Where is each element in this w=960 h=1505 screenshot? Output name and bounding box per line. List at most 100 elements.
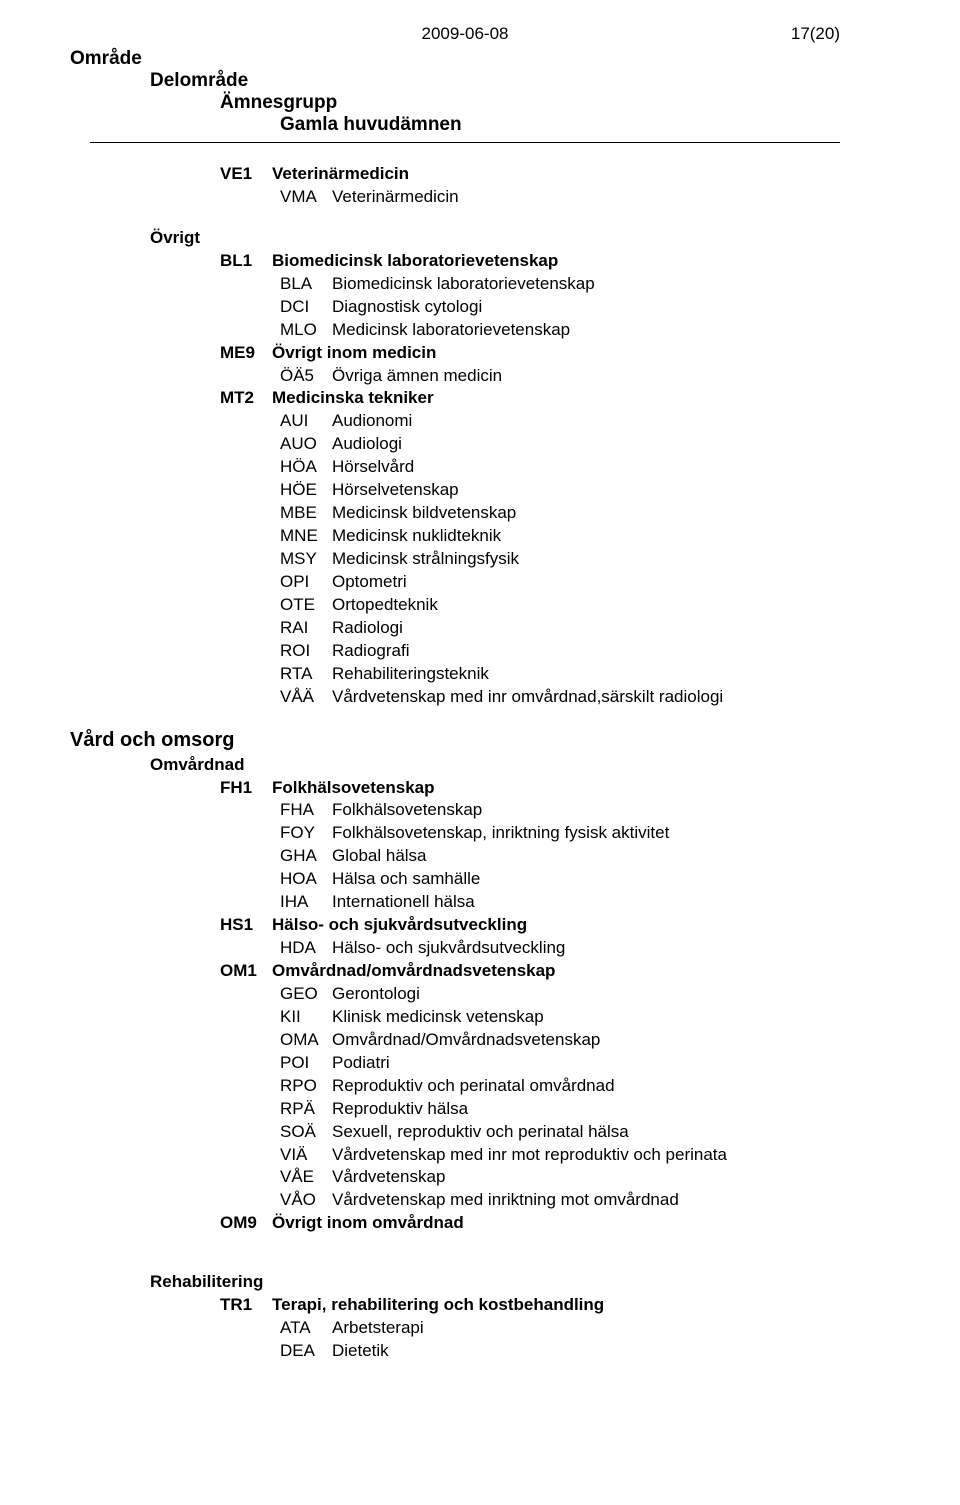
list-item: MSYMedicinsk strålningsfysik [280, 548, 840, 571]
code: OM1 [220, 960, 272, 983]
subject-group-row: TR1 Terapi, rehabilitering och kostbehan… [220, 1294, 840, 1317]
code: OMA [280, 1029, 332, 1052]
delomrade-rehabilitering: Rehabilitering [150, 1271, 840, 1294]
delomrade-omvardnad: Omvårdnad [150, 754, 840, 777]
label: Global hälsa [332, 845, 427, 868]
code: HOA [280, 868, 332, 891]
label: Rehabiliteringsteknik [332, 663, 489, 686]
subject-group-row: VE1 Veterinärmedicin [220, 163, 840, 186]
label: Radiologi [332, 617, 403, 640]
code: GEO [280, 983, 332, 1006]
list-item: VMA Veterinärmedicin [280, 186, 840, 209]
code: MT2 [220, 387, 272, 410]
subject-group-row: MT2 Medicinska tekniker [220, 387, 840, 410]
label: Biomedicinsk laboratorievetenskap [272, 250, 558, 273]
heading-delomrade: Delområde [150, 70, 840, 92]
list-item: VÅOVårdvetenskap med inriktning mot omvå… [280, 1189, 840, 1212]
column-header-block: Område Delområde Ämnesgrupp Gamla huvudä… [90, 48, 840, 143]
label: Veterinärmedicin [332, 186, 459, 209]
label: Omvårdnad/omvårdnadsvetenskap [272, 960, 555, 983]
list-item: FHAFolkhälsovetenskap [280, 799, 840, 822]
code: HÖA [280, 456, 332, 479]
label: Ortopedteknik [332, 594, 438, 617]
list-item: VIÄVårdvetenskap med inr mot reproduktiv… [280, 1144, 840, 1167]
code: DCI [280, 296, 332, 319]
list-item: DCIDiagnostisk cytologi [280, 296, 840, 319]
code: POI [280, 1052, 332, 1075]
label: Biomedicinsk laboratorievetenskap [332, 273, 595, 296]
label: Folkhälsovetenskap [332, 799, 482, 822]
list-item: RPÄReproduktiv hälsa [280, 1098, 840, 1121]
code: RPÄ [280, 1098, 332, 1121]
list-item: ROIRadiografi [280, 640, 840, 663]
label: Folkhälsovetenskap, inriktning fysisk ak… [332, 822, 669, 845]
code: MSY [280, 548, 332, 571]
list-item: MLOMedicinsk laboratorievetenskap [280, 319, 840, 342]
list-item: OPIOptometri [280, 571, 840, 594]
code: MBE [280, 502, 332, 525]
list-item: GEOGerontologi [280, 983, 840, 1006]
code: VÅÄ [280, 686, 332, 709]
label: Medicinsk laboratorievetenskap [332, 319, 570, 342]
list-item: AUOAudiologi [280, 433, 840, 456]
label: Radiografi [332, 640, 410, 663]
list-item: ÖÄ5Övriga ämnen medicin [280, 365, 840, 388]
heading-amnesgrupp: Ämnesgrupp [220, 92, 840, 114]
code: VÅE [280, 1166, 332, 1189]
code: VIÄ [280, 1144, 332, 1167]
label: Optometri [332, 571, 407, 594]
label: Audiologi [332, 433, 402, 456]
list-item: VÅEVårdvetenskap [280, 1166, 840, 1189]
code: HDA [280, 937, 332, 960]
list-item: RAIRadiologi [280, 617, 840, 640]
label: Dietetik [332, 1340, 389, 1363]
list-item: OTEOrtopedteknik [280, 594, 840, 617]
list-item: HDAHälso- och sjukvårdsutveckling [280, 937, 840, 960]
label: Vårdvetenskap med inr omvårdnad,särskilt… [332, 686, 723, 709]
label: Folkhälsovetenskap [272, 777, 435, 800]
code: ROI [280, 640, 332, 663]
list-item: AUIAudionomi [280, 410, 840, 433]
code: DEA [280, 1340, 332, 1363]
code: SOÄ [280, 1121, 332, 1144]
label: Medicinsk strålningsfysik [332, 548, 519, 571]
code: VMA [280, 186, 332, 209]
header-date: 2009-06-08 [90, 24, 840, 44]
subject-group-row: ME9 Övrigt inom medicin [220, 342, 840, 365]
label: Omvårdnad/Omvårdnadsvetenskap [332, 1029, 600, 1052]
label: Klinisk medicinsk vetenskap [332, 1006, 544, 1029]
label: Arbetsterapi [332, 1317, 424, 1340]
code: RAI [280, 617, 332, 640]
list-item: HÖAHörselvård [280, 456, 840, 479]
subject-group-row: FH1 Folkhälsovetenskap [220, 777, 840, 800]
label: Övriga ämnen medicin [332, 365, 502, 388]
list-item: VÅÄVårdvetenskap med inr omvårdnad,särsk… [280, 686, 840, 709]
label: Gerontologi [332, 983, 420, 1006]
list-item: GHAGlobal hälsa [280, 845, 840, 868]
list-item: MBEMedicinsk bildvetenskap [280, 502, 840, 525]
code: OPI [280, 571, 332, 594]
delomrade-ovrigt: Övrigt [150, 227, 840, 250]
label: Reproduktiv och perinatal omvårdnad [332, 1075, 615, 1098]
omrade-vard: Vård och omsorg [70, 727, 840, 754]
label: Övrigt inom omvårdnad [272, 1212, 464, 1235]
code: TR1 [220, 1294, 272, 1317]
list-item: SOÄSexuell, reproduktiv och perinatal hä… [280, 1121, 840, 1144]
code: AUI [280, 410, 332, 433]
label: Hälso- och sjukvårdsutveckling [332, 937, 565, 960]
label: Vårdvetenskap [332, 1166, 445, 1189]
label: Reproduktiv hälsa [332, 1098, 468, 1121]
heading-gamla: Gamla huvudämnen [280, 114, 840, 136]
list-item: KIIKlinisk medicinsk vetenskap [280, 1006, 840, 1029]
list-item: MNEMedicinsk nuklidteknik [280, 525, 840, 548]
label: Vårdvetenskap med inriktning mot omvårdn… [332, 1189, 679, 1212]
code: AUO [280, 433, 332, 456]
list-item: BLABiomedicinsk laboratorievetenskap [280, 273, 840, 296]
label: Internationell hälsa [332, 891, 475, 914]
list-item: ATAArbetsterapi [280, 1317, 840, 1340]
label: Hörselvetenskap [332, 479, 459, 502]
code: HS1 [220, 914, 272, 937]
list-item: HÖEHörselvetenskap [280, 479, 840, 502]
label: Medicinska tekniker [272, 387, 434, 410]
code: HÖE [280, 479, 332, 502]
